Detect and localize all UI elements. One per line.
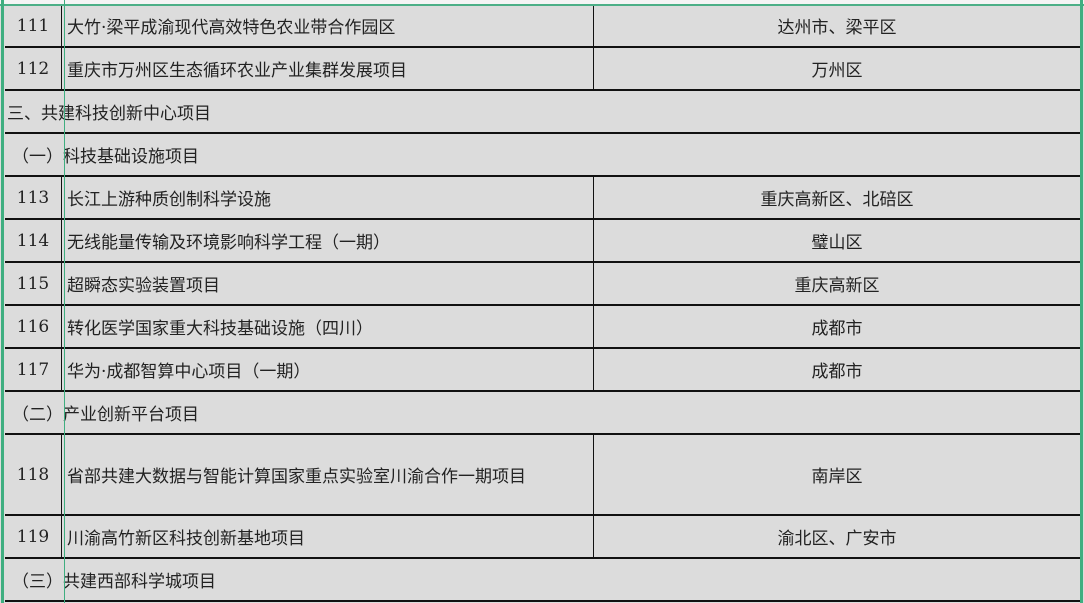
project-location: 重庆高新区 xyxy=(794,276,880,296)
subsection-header-row: （三）共建西部科学城项目 xyxy=(5,559,1080,602)
table-row: 113 长江上游种质创制科学设施 重庆高新区、北碚区 xyxy=(5,177,1080,220)
row-number: 112 xyxy=(5,48,62,89)
project-name: 川渝高竹新区科技创新基地项目 xyxy=(62,516,594,557)
grid-line-column xyxy=(64,0,65,603)
project-location: 成都市 xyxy=(811,362,863,382)
project-location: 万州区 xyxy=(811,61,863,81)
project-name: 长江上游种质创制科学设施 xyxy=(62,177,594,218)
project-location: 南岸区 xyxy=(811,467,863,487)
grid-line-top xyxy=(0,4,1084,6)
subsection-title: （一）科技基础设施项目 xyxy=(12,147,199,167)
subsection-header-row: （二）产业创新平台项目 xyxy=(5,392,1080,435)
table-row: 111 大竹·梁平成渝现代高效特色农业带合作园区 达州市、梁平区 xyxy=(5,5,1080,48)
table-row: 118 省部共建大数据与智能计算国家重点实验室川渝合作一期项目 南岸区 xyxy=(5,435,1080,516)
project-name: 转化医学国家重大科技基础设施（四川） xyxy=(62,306,594,347)
section-header-row: 三、共建科技创新中心项目 xyxy=(5,91,1080,134)
row-number: 118 xyxy=(5,435,62,514)
project-location: 渝北区、广安市 xyxy=(777,529,897,549)
section-title: 三、共建科技创新中心项目 xyxy=(7,104,211,124)
table-row: 115 超瞬态实验装置项目 重庆高新区 xyxy=(5,263,1080,306)
project-name: 无线能量传输及环境影响科学工程（一期） xyxy=(62,220,594,261)
table-row: 114 无线能量传输及环境影响科学工程（一期） 璧山区 xyxy=(5,220,1080,263)
table-row: 112 重庆市万州区生态循环农业产业集群发展项目 万州区 xyxy=(5,48,1080,91)
row-number: 115 xyxy=(5,263,62,304)
project-location: 重庆高新区、北碚区 xyxy=(760,190,914,210)
row-number: 111 xyxy=(5,5,62,46)
sheet-top-strip xyxy=(0,0,1084,4)
subsection-header-row: （一）科技基础设施项目 xyxy=(5,134,1080,177)
project-name: 华为·成都智算中心项目（一期） xyxy=(62,349,594,390)
row-number: 114 xyxy=(5,220,62,261)
subsection-title: （二）产业创新平台项目 xyxy=(12,405,199,425)
project-location: 达州市、梁平区 xyxy=(777,18,897,38)
row-number: 117 xyxy=(5,349,62,390)
project-location: 成都市 xyxy=(811,319,863,339)
row-number: 119 xyxy=(5,516,62,557)
grid-line-right xyxy=(1080,0,1083,603)
row-number: 116 xyxy=(5,306,62,347)
table-row: 116 转化医学国家重大科技基础设施（四川） 成都市 xyxy=(5,306,1080,349)
project-location: 璧山区 xyxy=(811,233,863,253)
project-name: 大竹·梁平成渝现代高效特色农业带合作园区 xyxy=(62,5,594,46)
project-name: 省部共建大数据与智能计算国家重点实验室川渝合作一期项目 xyxy=(62,435,594,514)
subsection-title: （三）共建西部科学城项目 xyxy=(12,572,216,592)
table-row: 119 川渝高竹新区科技创新基地项目 渝北区、广安市 xyxy=(5,516,1080,559)
project-name: 重庆市万州区生态循环农业产业集群发展项目 xyxy=(62,48,594,89)
project-name: 超瞬态实验装置项目 xyxy=(62,263,594,304)
grid-line-left xyxy=(1,0,4,603)
table-row: 117 华为·成都智算中心项目（一期） 成都市 xyxy=(5,349,1080,392)
row-number: 113 xyxy=(5,177,62,218)
